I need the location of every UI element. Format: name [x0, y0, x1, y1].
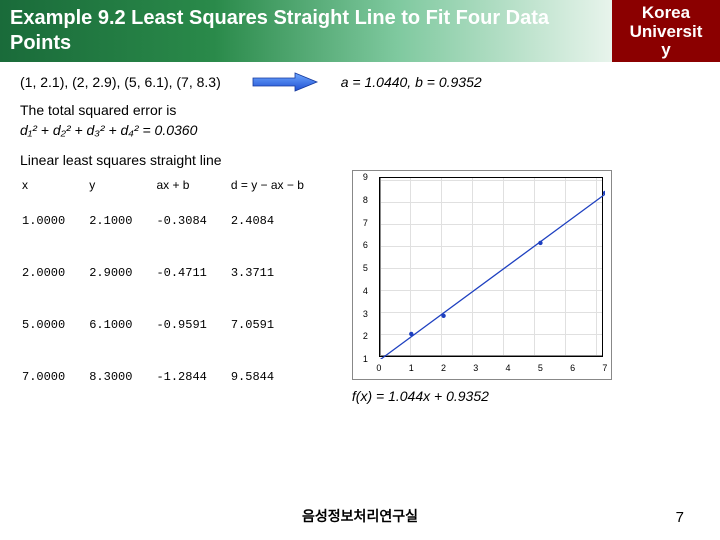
lsq-label: Linear least squares straight line [20, 152, 700, 168]
table-row: 2.00002.9000-0.47113.3711 [22, 248, 326, 298]
table-header: ax + b [156, 176, 228, 194]
footer-lab-label: 음성정보처리연구실 [302, 506, 418, 526]
slide-title: Example 9.2 Least Squares Straight Line … [0, 0, 612, 62]
university-badge: Korea Universit y [612, 0, 720, 62]
table-row: 7.00008.3000-1.28449.5844 [22, 352, 326, 402]
badge-line: Korea [612, 4, 720, 23]
error-equation: d₁² + d₂² + d₃² + d₄² = 0.0360 [20, 122, 700, 138]
page-number: 7 [676, 509, 684, 526]
table-header: y [89, 176, 154, 194]
chart: 12345678901234567 [352, 170, 612, 380]
error-label: The total squared error is [20, 102, 700, 118]
chart-column: 12345678901234567 f(x) = 1.044x + 0.9352 [352, 174, 612, 404]
data-table: xyax + bd = y − ax − b 1.00002.1000-0.30… [20, 174, 328, 404]
table-row: 5.00006.1000-0.95917.0591 [22, 300, 326, 350]
data-points-text: (1, 2.1), (2, 2.9), (5, 6.1), (7, 8.3) [20, 74, 221, 90]
ab-result: a = 1.0440, b = 0.9352 [341, 74, 482, 90]
arrow-icon [251, 72, 321, 92]
table-header: d = y − ax − b [231, 176, 326, 194]
fx-equation: f(x) = 1.044x + 0.9352 [352, 388, 612, 404]
badge-line: y [612, 41, 720, 60]
table-header: x [22, 176, 87, 194]
table-row: 1.00002.1000-0.30842.4084 [22, 196, 326, 246]
chart-svg [379, 177, 605, 359]
badge-line: Universit [612, 23, 720, 42]
